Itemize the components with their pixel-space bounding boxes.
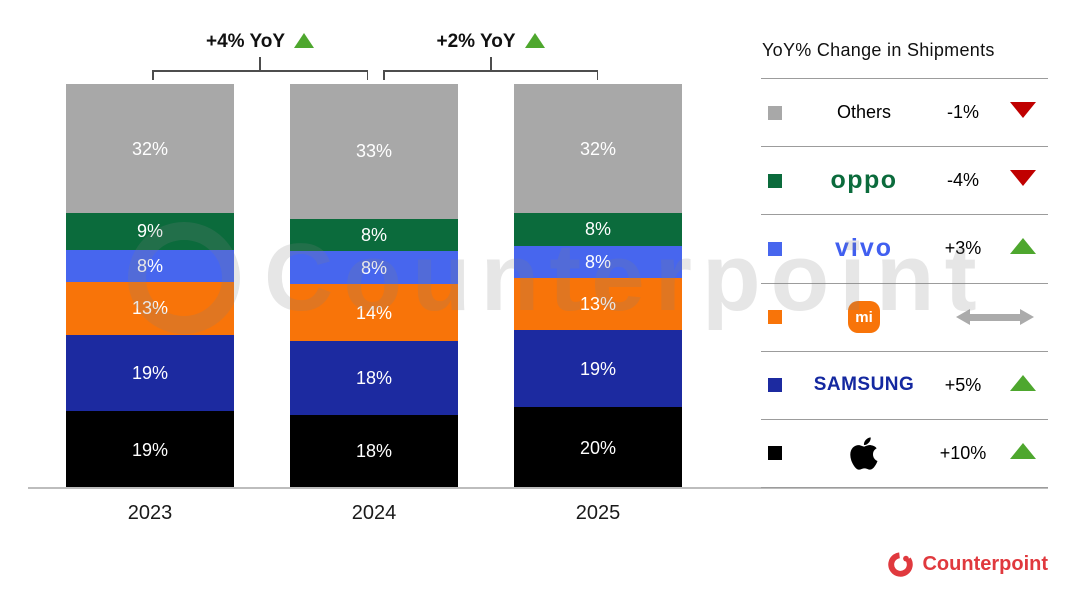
segment-apple-2024: 18%: [290, 414, 458, 488]
vivo-swatch: [768, 241, 782, 256]
x-axis-line: [28, 487, 1048, 489]
others-swatch: [768, 105, 782, 120]
up-triangle-icon: [1010, 374, 1036, 391]
bracket-tick: [490, 57, 492, 70]
x-axis-label-2025: 2025: [575, 502, 621, 524]
segment-apple-2025: 20%: [514, 407, 682, 488]
segment-mi-2024: 14%: [290, 283, 458, 342]
oppo-yoy-value: -4%: [946, 170, 979, 191]
segment-vivo-2023: 8%: [66, 249, 234, 282]
stacked-bar-2023: 19% 19% 13% 8% 9% 32%: [66, 84, 234, 488]
legend-row-vivo: vivo +3%: [761, 215, 1048, 284]
segment-others-2023: 32%: [66, 84, 234, 214]
legend-row-others: Others -1%: [761, 79, 1048, 148]
oppo-logo: oppo: [830, 166, 898, 195]
segment-value-label: 8%: [360, 225, 387, 245]
up-triangle-icon: [294, 33, 315, 48]
samsung-logo: SAMSUNG: [813, 374, 915, 396]
yoy-annotation-2025-label: +2% YoY: [436, 31, 516, 52]
segment-value-label: 19%: [579, 358, 617, 379]
yoy-annotation-2025: +2% YoY: [383, 31, 598, 53]
segment-others-2024: 33%: [290, 84, 458, 219]
vivo-yoy-value: +3%: [944, 238, 982, 259]
segment-samsung-2023: 19%: [66, 334, 234, 412]
bracket-tick: [383, 70, 385, 80]
legend-row-samsung: SAMSUNG +5%: [761, 352, 1048, 420]
segment-value-label: 33%: [355, 141, 393, 162]
samsung-swatch: [768, 378, 782, 393]
segment-mi-2025: 13%: [514, 277, 682, 331]
bracket-tick: [596, 70, 598, 80]
segment-others-2025: 32%: [514, 84, 682, 214]
up-triangle-icon: [524, 33, 545, 48]
segment-value-label: 18%: [355, 367, 393, 388]
segment-samsung-2025: 19%: [514, 330, 682, 408]
segment-apple-2023: 19%: [66, 411, 234, 488]
segment-value-label: 20%: [579, 437, 617, 458]
yoy-annotation-2024-label: +4% YoY: [205, 31, 286, 52]
segment-vivo-2025: 8%: [514, 245, 682, 278]
x-axis-label-2023: 2023: [127, 502, 173, 524]
legend-row-apple: +10%: [761, 420, 1048, 489]
segment-oppo-2024: 8%: [290, 218, 458, 252]
yoy-annotation-2024: +4% YoY: [152, 31, 368, 53]
apple-logo-icon: [850, 435, 878, 472]
segment-value-label: 8%: [584, 251, 611, 272]
counterpoint-logo-text: Counterpoint: [922, 553, 1048, 575]
bracket-tick: [259, 57, 261, 70]
others-label: Others: [836, 102, 892, 123]
bracket-tick: [152, 70, 154, 80]
segment-value-label: 19%: [131, 362, 169, 383]
segment-value-label: 8%: [360, 257, 387, 278]
segment-value-label: 18%: [355, 441, 393, 462]
apple-swatch: [768, 446, 782, 461]
legend-panel: Others -1% oppo -4% vivo +3% mi SAMSUNG: [761, 78, 1048, 489]
stacked-bar-2025: 20% 19% 13% 8% 8% 32%: [514, 84, 682, 488]
counterpoint-ring-icon: [888, 552, 914, 577]
xiaomi-mi-logo: mi: [848, 301, 880, 334]
segment-value-label: 14%: [355, 302, 393, 323]
segment-value-label: 32%: [131, 138, 169, 159]
vivo-logo: vivo: [834, 234, 894, 263]
legend-row-xiaomi: mi: [761, 284, 1048, 352]
segment-vivo-2024: 8%: [290, 251, 458, 284]
down-triangle-icon: [1010, 102, 1036, 119]
apple-yoy-value: +10%: [939, 442, 987, 463]
segment-value-label: 8%: [136, 255, 163, 276]
down-triangle-icon: [1010, 170, 1036, 187]
samsung-yoy-value: +5%: [944, 374, 982, 395]
bracket-2023-2024: [152, 70, 368, 72]
bracket-2024-2025: [383, 70, 598, 72]
segment-value-label: 9%: [136, 221, 163, 242]
up-triangle-icon: [1010, 442, 1036, 459]
oppo-swatch: [768, 173, 782, 188]
flat-double-arrow-icon: [956, 309, 1034, 326]
bracket-tick: [366, 70, 368, 80]
segment-value-label: 13%: [131, 298, 169, 319]
x-axis-label-2024: 2024: [351, 502, 397, 524]
xiaomi-swatch: [768, 310, 782, 325]
stacked-bar-2024: 18% 18% 14% 8% 8% 33%: [290, 84, 458, 488]
others-yoy-value: -1%: [946, 102, 979, 123]
counterpoint-logo: Counterpoint: [887, 551, 1048, 578]
legend-row-oppo: oppo -4%: [761, 147, 1048, 216]
segment-oppo-2025: 8%: [514, 213, 682, 246]
segment-oppo-2023: 9%: [66, 213, 234, 250]
segment-value-label: 8%: [584, 219, 611, 240]
segment-value-label: 32%: [579, 138, 617, 159]
segment-value-label: 13%: [579, 294, 617, 315]
up-triangle-icon: [1010, 238, 1036, 255]
segment-mi-2023: 13%: [66, 281, 234, 335]
segment-samsung-2024: 18%: [290, 341, 458, 415]
segment-value-label: 19%: [131, 439, 169, 460]
legend-title: YoY% Change in Shipments: [762, 40, 995, 60]
